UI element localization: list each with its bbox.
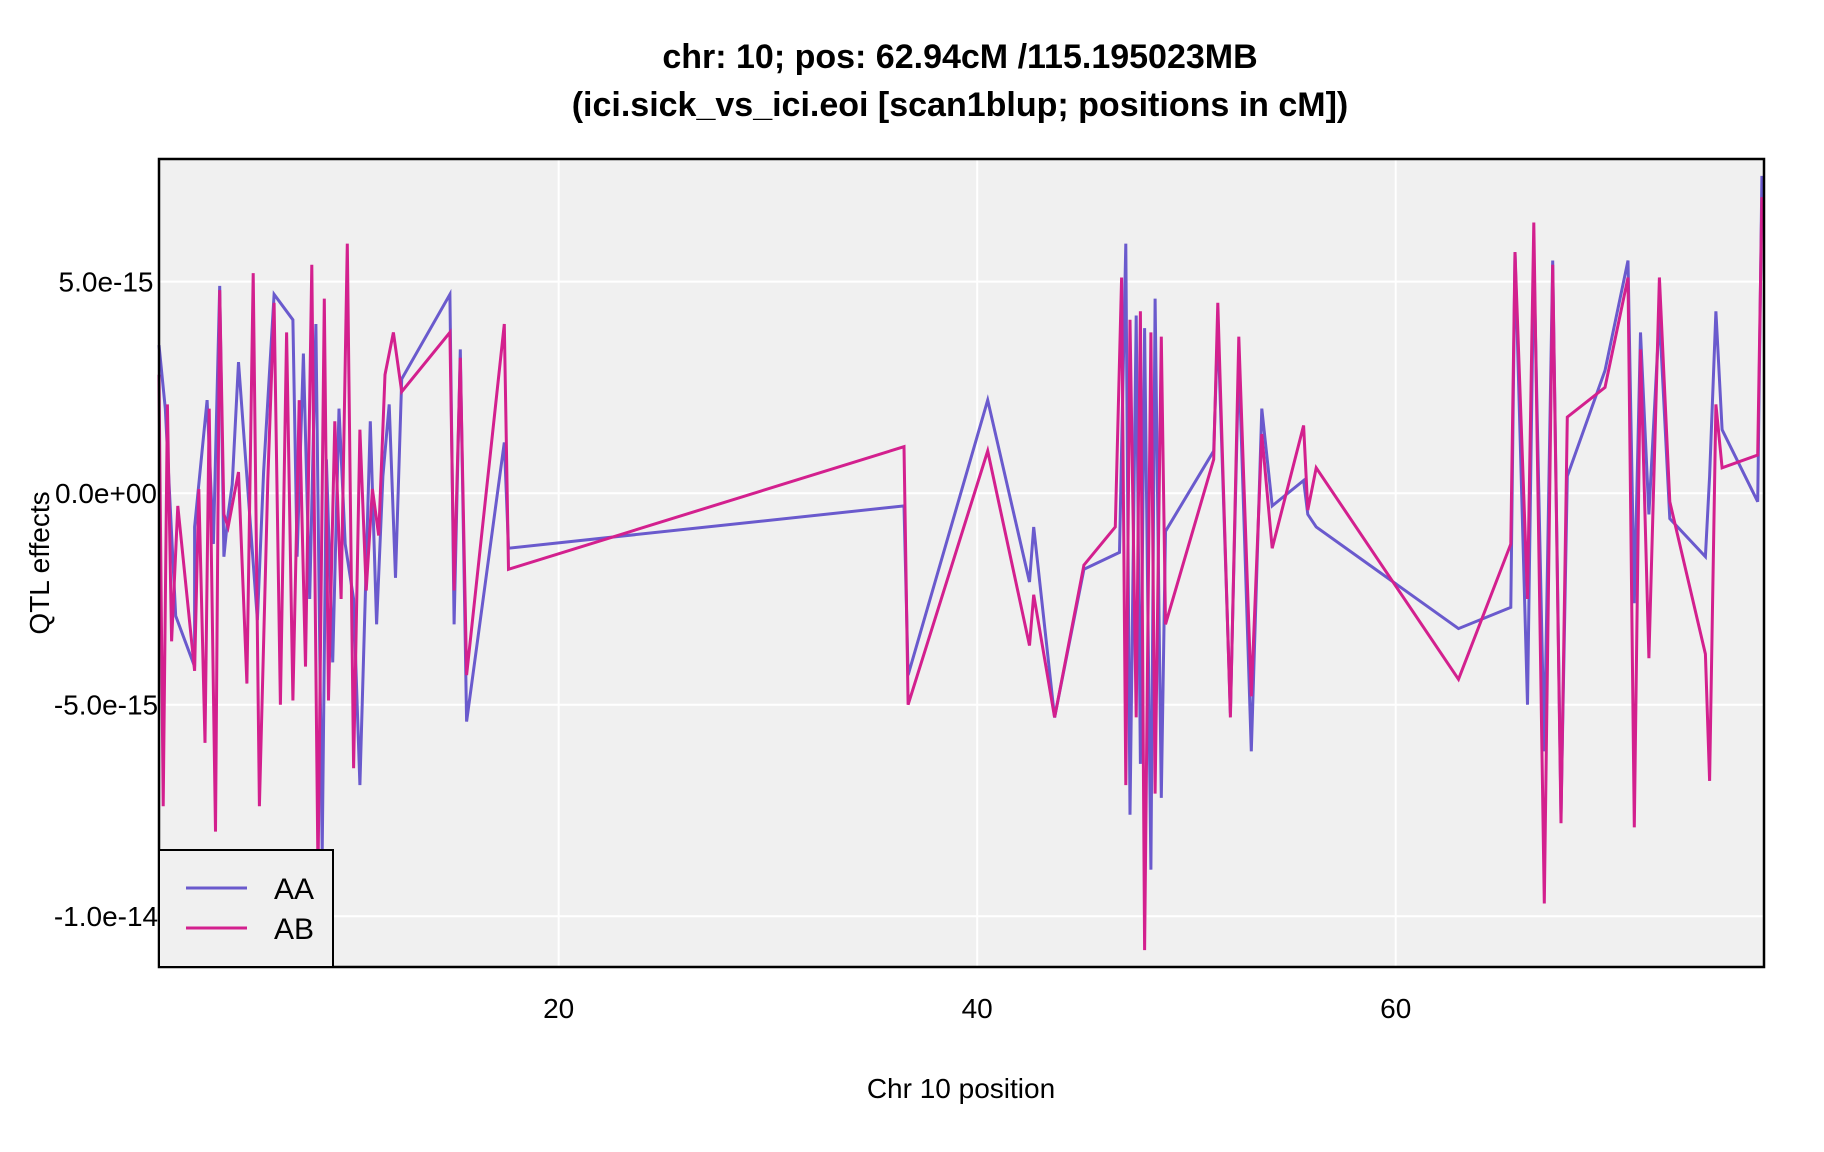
y-tick-label: 0.0e+00 (55, 478, 157, 509)
chart-title: chr: 10; pos: 62.94cM /115.195023MB (662, 38, 1257, 76)
y-tick-labels: 5.0e-15 0.0e+00 -5.0e-15 -1.0e-14 (54, 267, 158, 933)
y-axis-label: QTL effects (24, 491, 55, 634)
x-tick-label: 60 (1380, 993, 1411, 1024)
gridlines (159, 159, 1764, 967)
series-layer (157, 175, 1764, 951)
x-tick-labels: 20 40 60 (543, 993, 1411, 1024)
legend-label-aa: AA (274, 873, 314, 906)
x-tick-label: 20 (543, 993, 574, 1024)
y-tick-label: 5.0e-15 (59, 267, 154, 298)
plot-area (159, 159, 1764, 967)
series-line-ab (157, 197, 1764, 951)
y-tick-label: -5.0e-15 (54, 690, 158, 721)
legend-label-ab: AB (274, 913, 314, 946)
x-axis-label: Chr 10 position (867, 1073, 1055, 1104)
y-tick-label: -1.0e-14 (54, 901, 158, 932)
legend-box (158, 849, 334, 968)
x-tick-label: 40 (962, 993, 993, 1024)
chart-subtitle: (ici.sick_vs_ici.eoi [scan1blup; positio… (572, 86, 1349, 124)
legend: AA AB (158, 849, 334, 968)
plot-frame (157, 157, 1766, 969)
